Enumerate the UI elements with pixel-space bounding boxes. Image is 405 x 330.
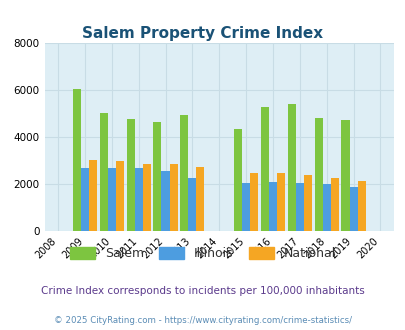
Bar: [314, 118, 322, 231]
Bar: [330, 178, 338, 231]
Bar: [241, 183, 249, 231]
Bar: [142, 164, 150, 231]
Bar: [357, 181, 365, 231]
Text: © 2025 CityRating.com - https://www.cityrating.com/crime-statistics/: © 2025 CityRating.com - https://www.city…: [54, 316, 351, 325]
Text: Salem Property Crime Index: Salem Property Crime Index: [82, 26, 323, 41]
Bar: [188, 178, 196, 231]
Bar: [107, 168, 115, 231]
Bar: [268, 182, 276, 231]
Bar: [196, 167, 204, 231]
Text: Crime Index corresponds to incidents per 100,000 inhabitants: Crime Index corresponds to incidents per…: [41, 286, 364, 296]
Bar: [349, 187, 357, 231]
Bar: [303, 175, 311, 231]
Bar: [287, 104, 295, 231]
Bar: [260, 107, 268, 231]
Bar: [276, 173, 284, 231]
Bar: [134, 168, 142, 231]
Bar: [153, 122, 161, 231]
Bar: [81, 168, 89, 231]
Bar: [126, 119, 134, 231]
Bar: [89, 160, 97, 231]
Bar: [161, 171, 169, 231]
Bar: [322, 184, 330, 231]
Bar: [115, 161, 124, 231]
Bar: [249, 173, 258, 231]
Bar: [100, 113, 107, 231]
Bar: [169, 164, 177, 231]
Bar: [233, 129, 241, 231]
Bar: [341, 120, 349, 231]
Legend: Salem, Illinois, National: Salem, Illinois, National: [70, 247, 335, 260]
Bar: [295, 183, 303, 231]
Bar: [180, 115, 188, 231]
Bar: [72, 89, 81, 231]
